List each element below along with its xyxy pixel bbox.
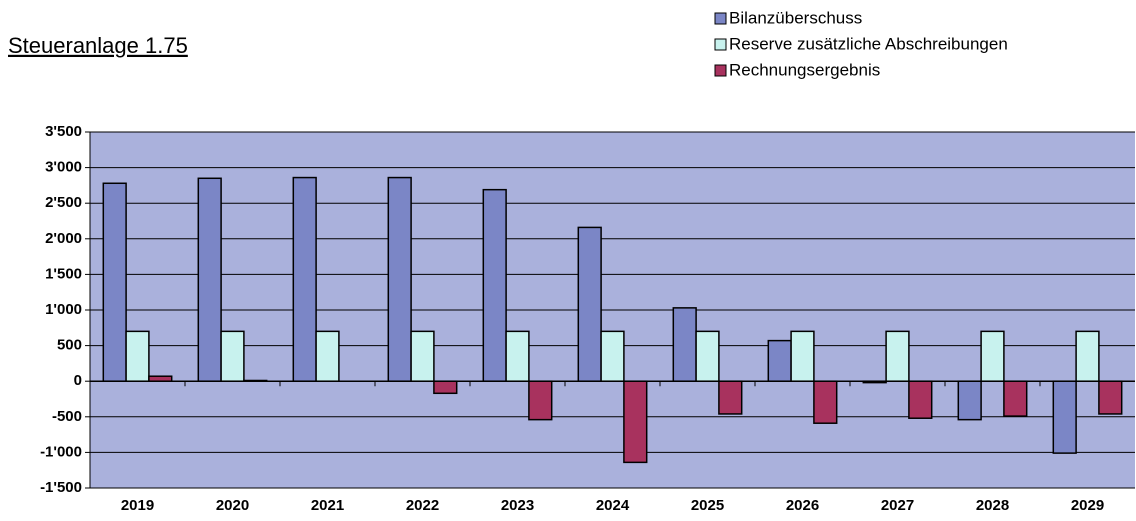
bar [957,380,982,421]
x-tick-label: 2021 [311,497,344,514]
y-tick-label: 2'500 [45,194,82,211]
x-tick-label: 2025 [691,497,724,514]
y-tick-label: -1'000 [40,443,82,460]
y-tick-label: 1'000 [45,301,82,318]
legend-swatch [714,12,727,25]
bar [1098,380,1123,415]
bar [125,330,150,382]
bar [1052,380,1077,454]
bar [387,176,412,382]
chart-title: Steueranlage 1.75 [8,33,188,58]
x-tick-label: 2024 [596,497,630,514]
x-tick-label: 2029 [1071,497,1104,514]
legend-swatch [714,38,727,51]
x-tick-label: 2022 [406,497,439,514]
bar [433,380,458,395]
y-tick-label: 2'000 [45,230,82,247]
bar [197,177,222,382]
bar [102,182,127,382]
y-tick-label: 500 [57,337,82,354]
bar [1075,330,1100,382]
legend-label: Bilanzüberschuss [729,8,862,27]
legend-label: Reserve zusätzliche Abschreibungen [729,34,1008,53]
y-tick-label: 1'500 [45,265,82,282]
bar [813,380,838,424]
x-tick-label: 2026 [786,497,819,514]
x-tick-label: 2023 [501,497,534,514]
x-tick-label: 2019 [121,497,154,514]
bar [528,380,553,421]
bar [908,380,933,419]
y-tick-label: 3'000 [45,159,82,176]
x-tick-label: 2020 [216,497,249,514]
bar [577,226,602,382]
y-tick-label: -1'500 [40,479,82,496]
x-tick-label: 2027 [881,497,914,514]
bar [505,330,530,382]
bar [790,330,815,382]
bar [980,330,1005,382]
legend-label: Rechnungsergebnis [729,60,880,79]
bar [767,339,792,382]
x-tick-label: 2028 [976,497,1009,514]
bar [220,330,245,382]
bar [885,330,910,382]
bar [600,330,625,382]
bar [292,176,317,382]
bar [695,330,720,382]
y-tick-label: 0 [74,372,82,389]
y-tick-label: 3'500 [45,123,82,140]
bar [623,380,648,464]
bar [315,330,340,382]
bar [482,188,507,382]
legend-swatch [714,64,727,77]
bar [410,330,435,382]
y-tick-label: -500 [52,408,82,425]
bar [718,380,743,415]
bar [672,307,697,382]
bar [1003,380,1028,417]
